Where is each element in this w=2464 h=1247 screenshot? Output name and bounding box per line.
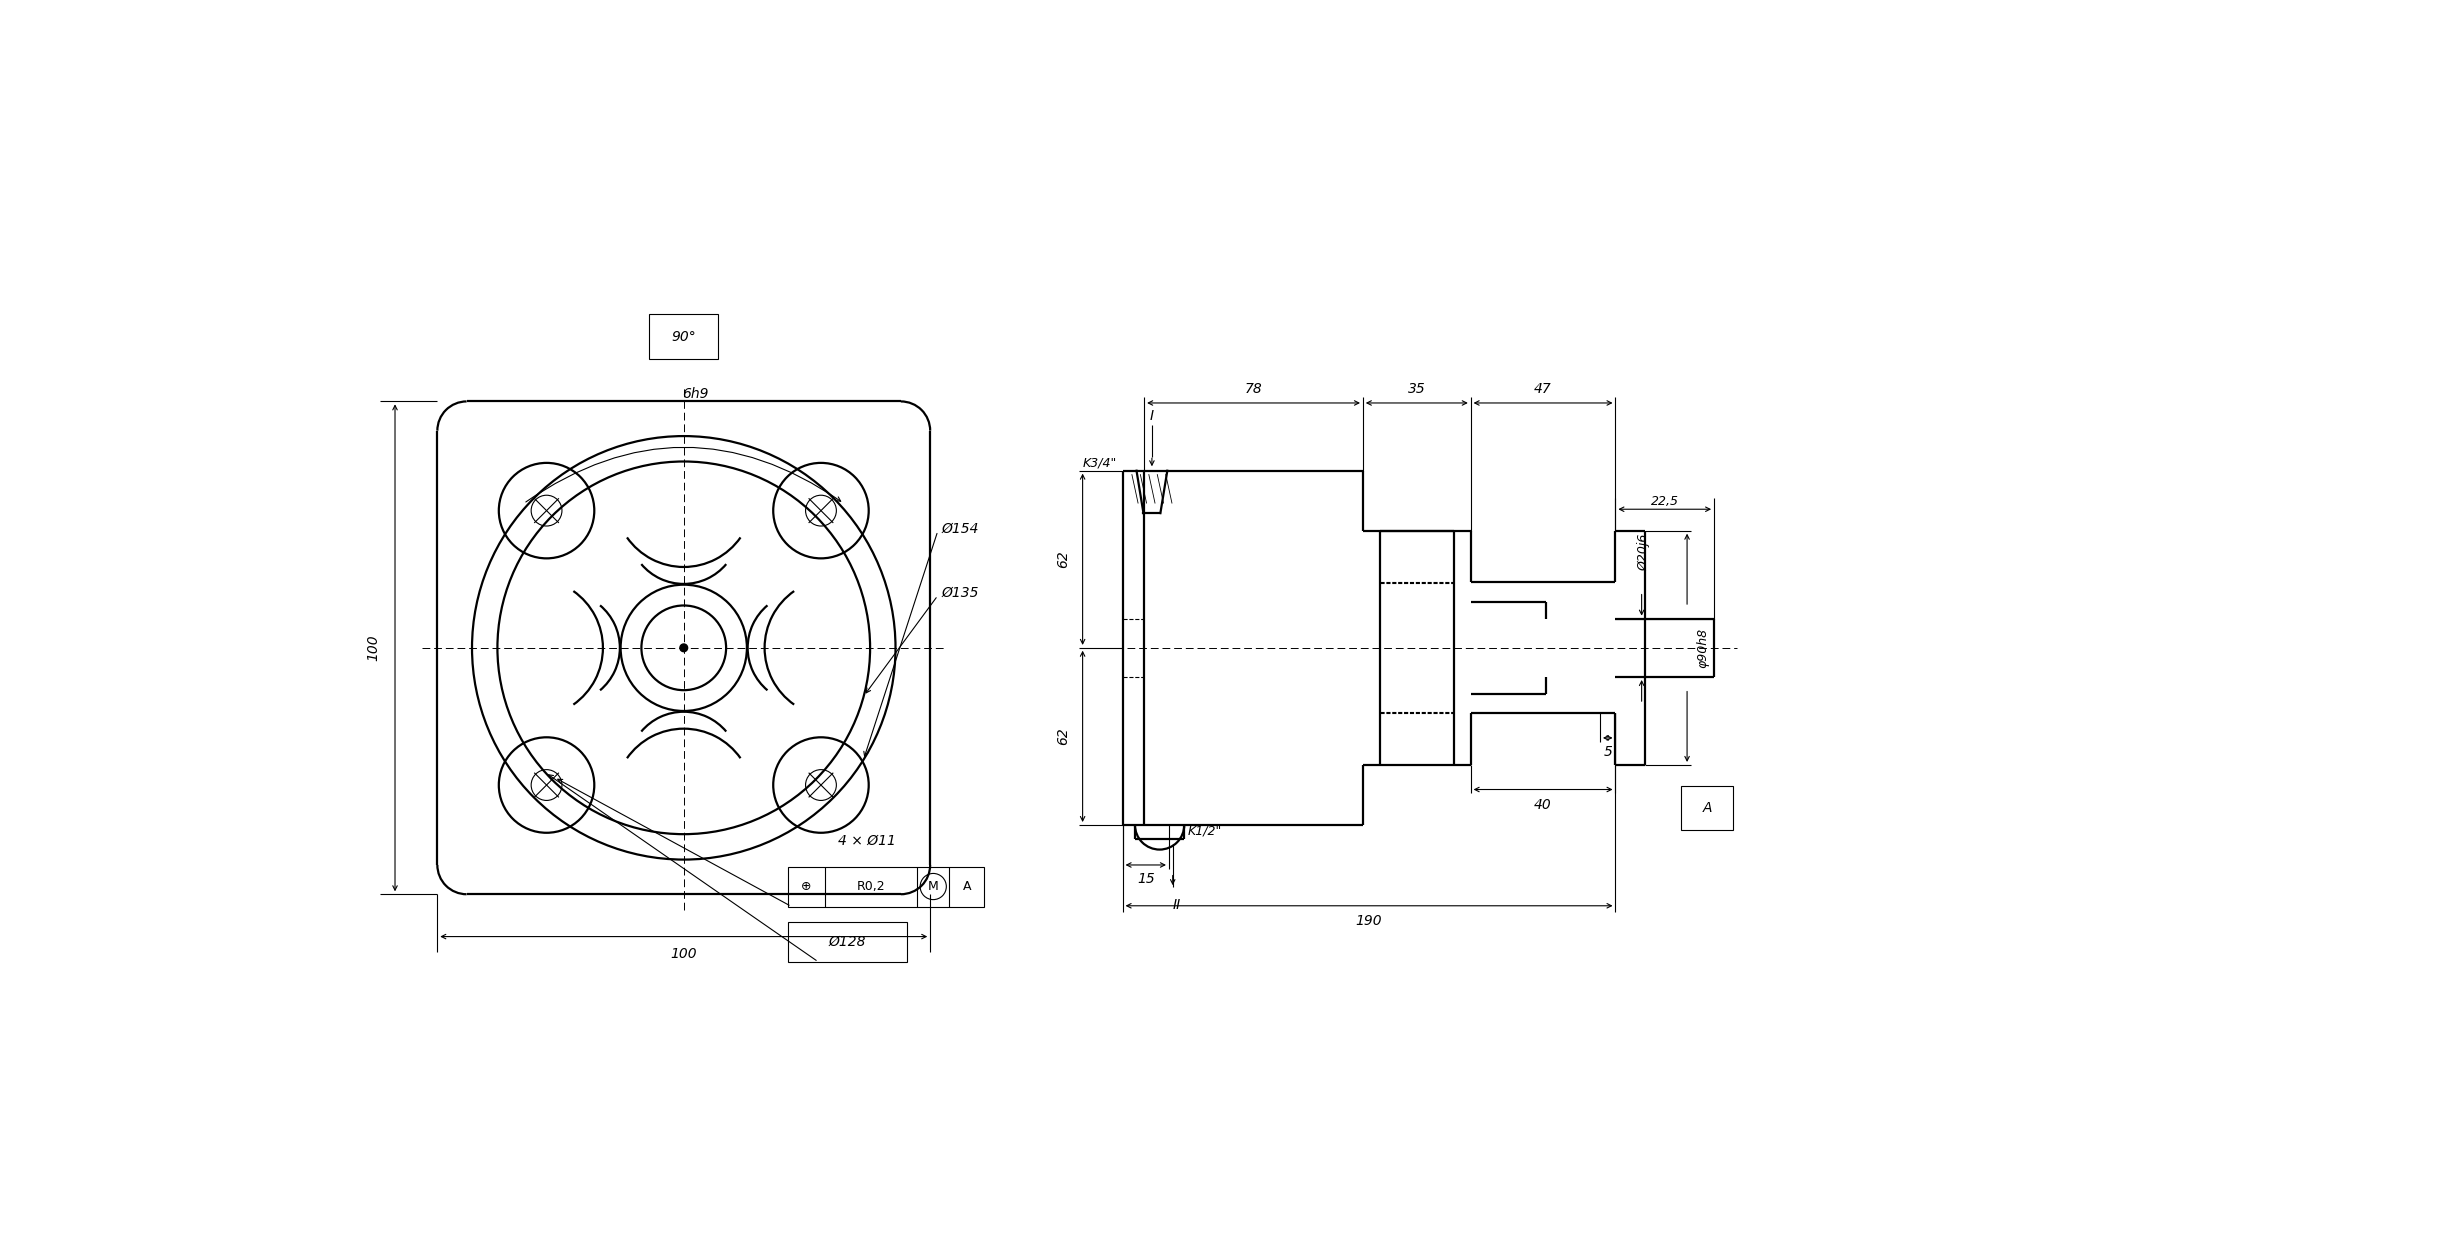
Text: 35: 35 (1407, 382, 1427, 397)
Text: 6h9: 6h9 (683, 387, 710, 400)
Text: Ø20j6: Ø20j6 (1639, 534, 1651, 571)
Bar (788, 867, 983, 907)
Text: 78: 78 (1244, 382, 1262, 397)
Bar (648, 314, 719, 359)
Text: 100: 100 (367, 635, 379, 661)
Text: 90°: 90° (670, 329, 697, 344)
Text: II: II (1173, 898, 1180, 912)
Text: 40: 40 (1535, 798, 1552, 812)
Text: K1/2": K1/2" (1188, 824, 1222, 838)
Text: K3/4": K3/4" (1082, 456, 1116, 470)
Text: R0,2: R0,2 (857, 880, 885, 893)
Text: 62: 62 (1057, 550, 1069, 569)
Text: A: A (963, 880, 971, 893)
Text: 15: 15 (1136, 872, 1156, 885)
Text: 190: 190 (1355, 914, 1382, 928)
Bar (1680, 786, 1732, 831)
Text: A: A (1703, 801, 1712, 816)
Text: Ø154: Ø154 (941, 521, 978, 535)
Text: I: I (1151, 409, 1153, 423)
Text: ⊕: ⊕ (801, 880, 811, 893)
Text: φ90h8: φ90h8 (1695, 627, 1710, 668)
Text: 47: 47 (1535, 382, 1552, 397)
Text: 62: 62 (1057, 727, 1069, 746)
Bar (788, 922, 907, 961)
Text: M: M (929, 880, 939, 893)
Text: 4 × Ø11: 4 × Ø11 (838, 833, 894, 847)
Text: Ø128: Ø128 (828, 935, 867, 949)
Text: Ø135: Ø135 (941, 585, 978, 600)
Text: 100: 100 (670, 946, 697, 960)
Text: 22,5: 22,5 (1651, 495, 1678, 508)
Circle shape (680, 643, 687, 652)
Text: 5: 5 (1604, 744, 1611, 758)
